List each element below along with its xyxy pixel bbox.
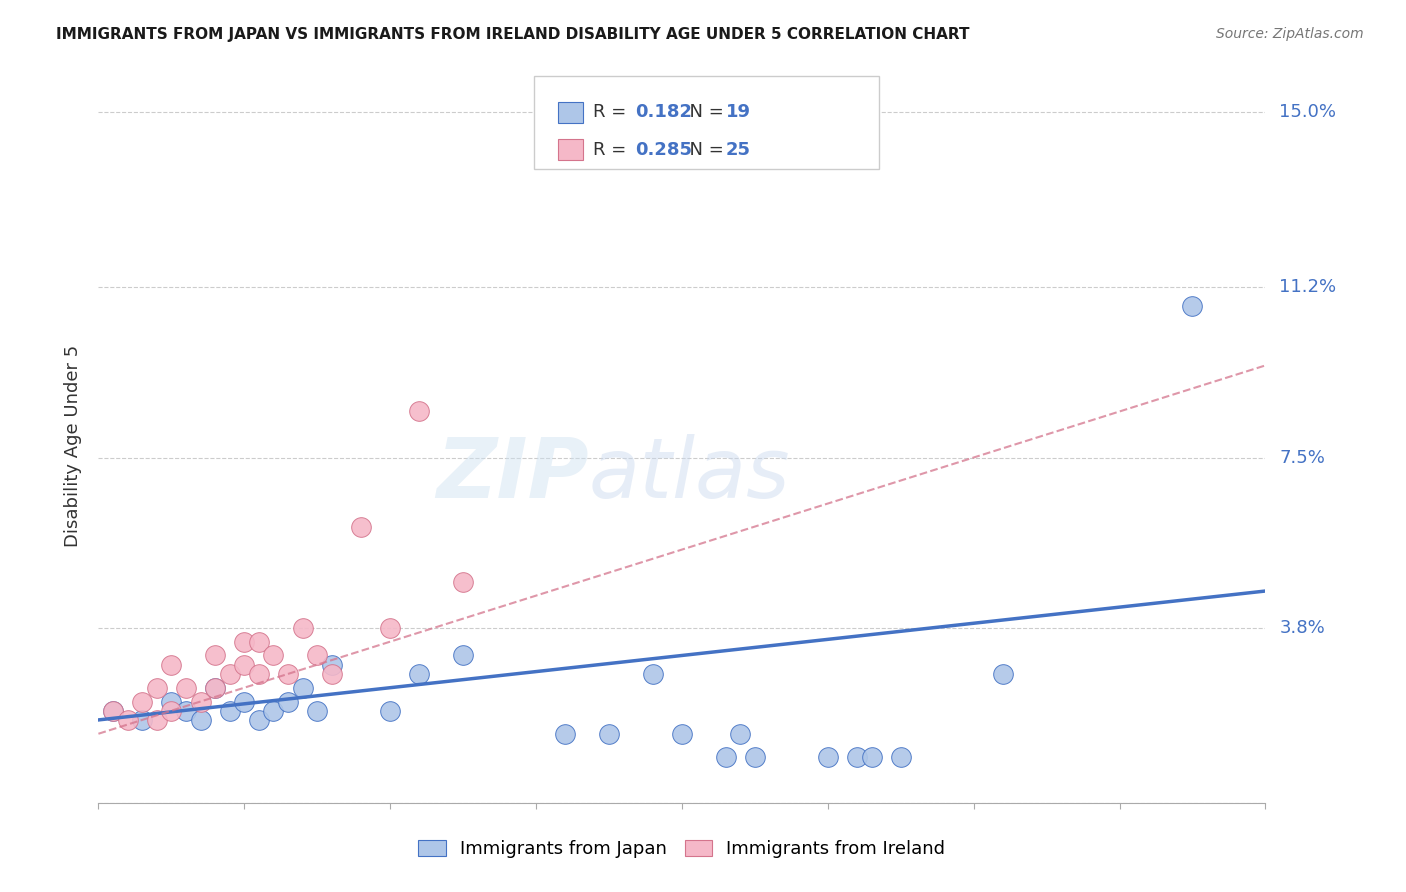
Point [247,713,270,727]
Point [1181,299,1204,313]
Point [291,621,314,635]
Text: 11.2%: 11.2% [1279,278,1337,296]
Text: 15.0%: 15.0% [1279,103,1336,121]
Point [146,681,169,695]
Point [890,749,912,764]
Point [307,704,329,718]
Point [671,727,693,741]
Text: 3.8%: 3.8% [1279,619,1324,637]
Point [350,519,373,533]
Point [218,666,240,681]
Point [160,694,183,708]
Point [160,704,183,718]
Point [174,704,197,718]
Text: 19: 19 [725,103,751,121]
Text: R =: R = [593,141,633,159]
Text: Source: ZipAtlas.com: Source: ZipAtlas.com [1216,27,1364,41]
Point [641,666,664,681]
Point [247,634,270,648]
Point [160,657,183,672]
Point [744,749,766,764]
Text: 25: 25 [725,141,751,159]
Point [321,657,343,672]
Point [174,681,197,695]
Point [233,657,256,672]
Point [321,666,343,681]
Point [451,648,474,663]
Point [714,749,737,764]
Point [291,681,314,695]
Point [860,749,883,764]
Text: 0.285: 0.285 [636,141,693,159]
Y-axis label: Disability Age Under 5: Disability Age Under 5 [63,345,82,547]
Point [598,727,620,741]
Point [117,713,139,727]
Point [451,574,474,589]
Point [218,704,240,718]
Point [554,727,576,741]
Point [204,681,226,695]
Point [190,694,212,708]
Text: 0.182: 0.182 [636,103,693,121]
Point [817,749,839,764]
Point [845,749,868,764]
Point [408,404,430,418]
Text: 7.5%: 7.5% [1279,449,1326,467]
Point [262,704,284,718]
Text: N =: N = [678,103,730,121]
Point [131,713,153,727]
Text: N =: N = [678,141,730,159]
Point [277,666,299,681]
Text: R =: R = [593,103,633,121]
Point [204,648,226,663]
Point [101,704,124,718]
Point [101,704,124,718]
Point [233,634,256,648]
Point [307,648,329,663]
Point [277,694,299,708]
Point [262,648,284,663]
Point [204,681,226,695]
Point [380,704,402,718]
Text: IMMIGRANTS FROM JAPAN VS IMMIGRANTS FROM IRELAND DISABILITY AGE UNDER 5 CORRELAT: IMMIGRANTS FROM JAPAN VS IMMIGRANTS FROM… [56,27,970,42]
Point [408,666,430,681]
Point [380,621,402,635]
Legend: Immigrants from Japan, Immigrants from Ireland: Immigrants from Japan, Immigrants from I… [411,832,953,865]
Text: atlas: atlas [589,434,790,515]
Point [190,713,212,727]
Point [131,694,153,708]
Point [991,666,1014,681]
Text: ZIP: ZIP [436,434,589,515]
Point [146,713,169,727]
Point [730,727,752,741]
Point [247,666,270,681]
Point [233,694,256,708]
